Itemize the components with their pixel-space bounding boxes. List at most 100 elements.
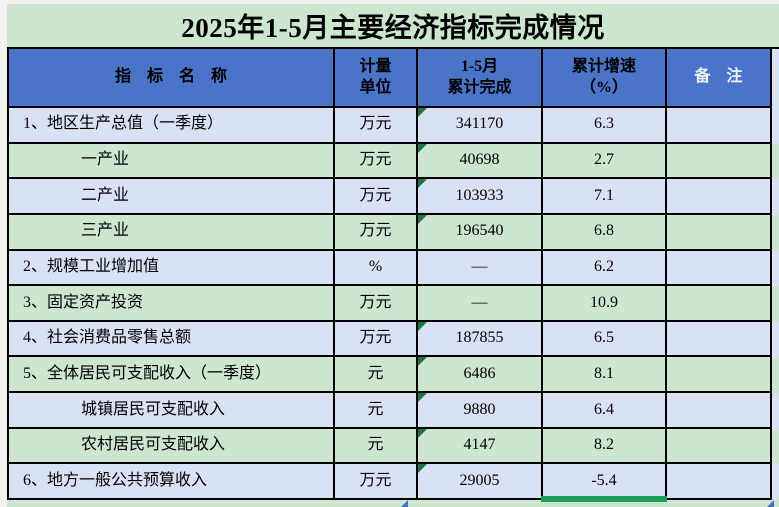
cell-unit[interactable]: 万元 [335,143,418,180]
row-overflow-strip [772,429,779,465]
spreadsheet-sheet: 2025年1-5月主要经济指标完成情况 指 标 名 称 计量 单位 1-5月 累… [7,4,779,507]
cell-remark[interactable] [667,143,772,180]
cell-unit[interactable]: 元 [335,428,418,465]
cell-remark[interactable] [667,321,772,358]
cell-completed[interactable]: 9880 [418,393,543,429]
table-row: 三产业 万元 196540 6.8 [7,214,779,251]
header-cumulative-growth[interactable]: 累计增速 （%） [543,49,667,108]
table-row: 一产业 万元 40698 2.7 [7,143,779,180]
table-row: 5、全体居民可支配收入（一季度） 元 6486 8.1 [7,357,779,394]
header-cumulative-completed[interactable]: 1-5月 累计完成 [418,49,543,108]
cell-unit[interactable]: 元 [335,393,418,429]
row-overflow-strip [772,286,779,322]
cell-indicator[interactable]: 5、全体居民可支配收入（一季度） [7,357,335,394]
row-overflow-strip [772,108,779,144]
cell-completed[interactable]: — [418,250,543,287]
cell-unit[interactable]: 万元 [335,214,418,251]
cell-remark[interactable] [667,357,772,394]
cell-growth[interactable]: 8.1 [543,357,667,394]
cell-growth[interactable]: 6.2 [543,250,667,287]
cell-remark[interactable] [667,179,772,215]
cell-unit[interactable]: 万元 [335,321,418,358]
cell-indicator[interactable]: 1、地区生产总值（一季度） [7,108,335,144]
cell-indicator[interactable]: 2、规模工业增加值 [7,250,335,287]
cell-remark[interactable] [667,428,772,465]
cell-growth[interactable]: 6.4 [543,393,667,429]
row-overflow-strip [772,393,779,429]
row-overflow-strip [772,357,779,393]
cell-indicator[interactable]: 3、固定资产投资 [7,286,335,322]
cell-completed[interactable]: 196540 [418,214,543,251]
next-row-sliver [7,500,779,507]
cell-growth[interactable]: 10.9 [543,286,667,322]
table-row: 二产业 万元 103933 7.1 [7,179,779,215]
cell-unit[interactable]: 万元 [335,179,418,215]
cell-indicator[interactable]: 二产业 [7,179,335,215]
cell-growth[interactable]: 6.5 [543,321,667,358]
number-stored-as-text-flag-icon [418,393,427,403]
cell-completed[interactable]: 29005 [418,464,543,501]
cell-growth[interactable]: 6.8 [543,214,667,251]
cell-unit[interactable]: 元 [335,357,418,394]
header-remark[interactable]: 备 注 [667,49,772,108]
cell-completed[interactable]: 341170 [418,108,543,144]
table-row: 城镇居民可支配收入 元 9880 6.4 [7,393,779,429]
row-overflow-strip [772,179,779,215]
cell-remark[interactable] [667,286,772,322]
cell-completed[interactable]: 103933 [418,179,543,215]
number-stored-as-text-flag-icon [418,179,427,189]
cell-indicator[interactable]: 一产业 [7,143,335,180]
cell-remark[interactable] [667,464,772,501]
number-stored-as-text-flag-icon [418,321,427,331]
cell-unit[interactable]: 万元 [335,286,418,322]
number-stored-as-text-flag-icon [418,108,427,117]
cell-indicator[interactable]: 农村居民可支配收入 [7,428,335,465]
table-header-row: 指 标 名 称 计量 单位 1-5月 累计完成 累计增速 （%） 备 注 [7,47,779,108]
number-stored-as-text-flag-icon [418,214,427,224]
header-indicator-name[interactable]: 指 标 名 称 [7,49,335,108]
cell-completed[interactable]: 187855 [418,321,543,358]
number-stored-as-text-flag-icon [418,428,427,438]
cell-growth[interactable]: 7.1 [543,179,667,215]
cell-growth[interactable]: 8.2 [543,428,667,465]
cell-unit[interactable]: 万元 [335,108,418,144]
cell-remark[interactable] [667,108,772,144]
table-body: 1、地区生产总值（一季度） 万元 341170 6.3 一产业 万元 40698… [7,108,779,501]
cell-unit[interactable]: 万元 [335,464,418,501]
cell-completed[interactable]: 4147 [418,428,543,465]
table-row: 农村居民可支配收入 元 4147 8.2 [7,428,779,465]
table-row: 4、社会消费品零售总额 万元 187855 6.5 [7,321,779,358]
selected-cell-border [541,496,667,502]
number-stored-as-text-flag-icon [418,143,427,153]
row-overflow-strip [772,144,779,180]
title-cell[interactable]: 2025年1-5月主要经济指标完成情况 [7,4,779,47]
table-row: 2、规模工业增加值 % — 6.2 [7,250,779,287]
table-row: 1、地区生产总值（一季度） 万元 341170 6.3 [7,108,779,144]
table-row: 6、地方一般公共预算收入 万元 29005 -5.4 [7,464,779,501]
cell-completed[interactable]: — [418,286,543,322]
cell-unit[interactable]: % [335,250,418,287]
row-overflow-strip [772,251,779,287]
cell-indicator[interactable]: 城镇居民可支配收入 [7,393,335,429]
cell-indicator[interactable]: 4、社会消费品零售总额 [7,321,335,358]
cell-remark[interactable] [667,393,772,429]
number-stored-as-text-flag-icon [418,464,427,474]
number-stored-as-text-flag-icon [418,357,427,367]
cell-growth[interactable]: 6.3 [543,108,667,144]
cell-completed[interactable]: 6486 [418,357,543,394]
page-title: 2025年1-5月主要经济指标完成情况 [181,13,605,43]
row-overflow-strip [772,322,779,358]
cell-remark[interactable] [667,250,772,287]
cell-remark[interactable] [667,214,772,251]
header-unit[interactable]: 计量 单位 [335,49,418,108]
cell-growth[interactable]: 2.7 [543,143,667,180]
header-overflow-strip [772,49,779,108]
corner-artifact-icon [401,500,408,507]
cell-indicator[interactable]: 三产业 [7,214,335,251]
row-overflow-strip [772,215,779,251]
cell-indicator[interactable]: 6、地方一般公共预算收入 [7,464,335,501]
corner-artifact-icon [767,500,774,507]
cell-completed[interactable]: 40698 [418,143,543,180]
cell-growth[interactable]: -5.4 [543,464,667,501]
